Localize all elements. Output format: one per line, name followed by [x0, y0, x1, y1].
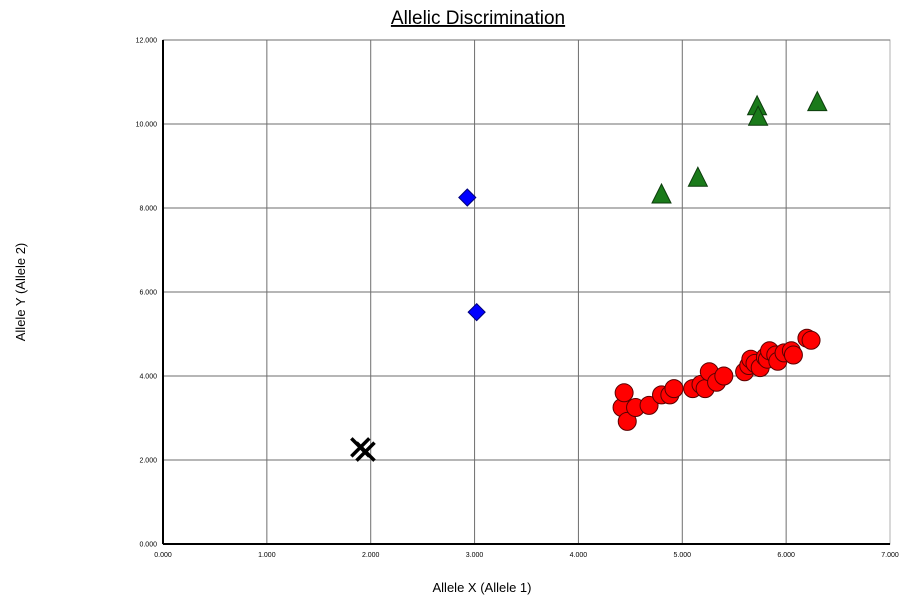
diamond-point — [458, 188, 477, 207]
y-axis-label: Allele Y (Allele 2) — [13, 243, 28, 342]
chart-title: Allelic Discrimination — [391, 8, 565, 29]
y-tick-label: 6.000 — [139, 290, 157, 297]
x-axis-label: Allele X (Allele 1) — [433, 580, 532, 595]
circle-point — [714, 366, 734, 386]
x-tick-label: 1.000 — [258, 552, 276, 559]
diamond-point — [467, 302, 486, 322]
y-tick-label: 8.000 — [139, 206, 157, 213]
circle-point — [783, 345, 803, 365]
grid — [162, 39, 891, 545]
triangle-point — [806, 90, 828, 112]
tick-labels: 0.000 1.000 2.000 3.000 4.000 5.000 6.000 7.000… — [136, 38, 899, 560]
y-tick-label: 10.000 — [136, 122, 158, 129]
x-tick-label: 2.000 — [362, 552, 380, 559]
y-tick-label: 2.000 — [139, 458, 157, 465]
y-tick-label: 12.000 — [136, 38, 158, 45]
x-tick-label: 3.000 — [466, 552, 484, 559]
x-tick-label: 7.000 — [881, 552, 899, 559]
circle-point — [614, 383, 634, 403]
circle-point — [617, 411, 637, 431]
triangle-point — [747, 105, 769, 126]
circle-point — [664, 379, 684, 399]
y-tick-label: 4.000 — [139, 374, 157, 381]
triangle-point — [687, 166, 709, 187]
axes — [162, 40, 890, 545]
x-tick-label: 4.000 — [570, 552, 588, 559]
x-tick-label: 0.000 — [154, 552, 172, 559]
triangle-point — [651, 182, 672, 204]
data-points — [350, 90, 828, 462]
x-point — [355, 441, 376, 462]
circle-point — [639, 395, 659, 415]
y-tick-label: 0.000 — [139, 542, 157, 549]
circle-point — [801, 330, 821, 350]
x-tick-label: 6.000 — [777, 552, 795, 559]
x-tick-label: 5.000 — [674, 552, 692, 559]
